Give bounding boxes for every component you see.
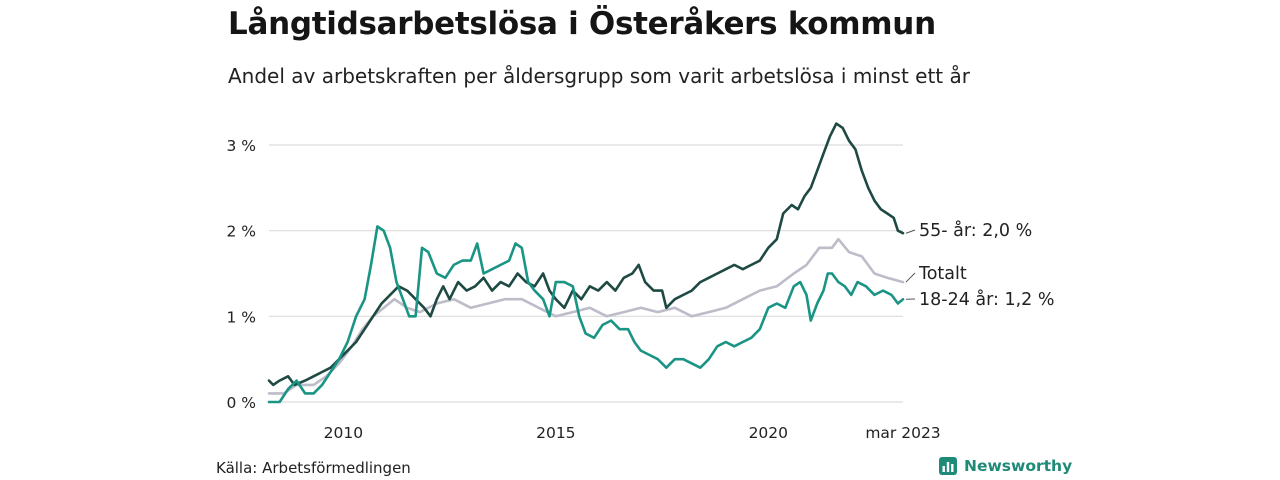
brand-name: Newsworthy — [964, 457, 1073, 475]
series-line-totalt — [267, 237, 905, 395]
chart-title: Långtidsarbetslösa i Österåkers kommun — [228, 6, 936, 42]
y-axis-ticks: 0 % 1 % 2 % 3 % — [226, 137, 256, 412]
y-tick-label: 3 % — [226, 137, 256, 155]
x-tick-label: 2015 — [536, 424, 575, 442]
brand-logo: Newsworthy — [938, 456, 1072, 476]
y-tick-label: 1 % — [226, 308, 256, 326]
end-label-55-r: 55- år: 2,0 % — [919, 220, 1032, 241]
x-axis-ticks: 2010 2015 2020 mar 2023 — [324, 424, 941, 442]
grid-lines — [269, 144, 903, 403]
newsworthy-logo-icon — [939, 457, 957, 475]
chart-subtitle: Andel av arbetskraften per åldersgrupp s… — [228, 64, 970, 88]
series-line-18-24-r — [267, 225, 905, 404]
series-lines — [267, 122, 905, 404]
y-tick-label: 2 % — [226, 223, 256, 241]
end-label-connector — [905, 272, 916, 283]
end-label-totalt: Totalt — [918, 264, 967, 284]
end-label-18-24-r: 18-24 år: 1,2 % — [919, 289, 1055, 310]
end-label-connector — [905, 229, 916, 234]
source-note: Källa: Arbetsförmedlingen — [216, 459, 411, 477]
end-labels: Totalt 55- år: 2,0 % 18-24 år: 1,2 % — [905, 220, 1055, 310]
series-line-55-r — [267, 122, 905, 387]
y-tick-label: 0 % — [226, 394, 256, 412]
x-tick-label: 2020 — [749, 424, 788, 442]
x-tick-label: mar 2023 — [865, 424, 940, 442]
x-tick-label: 2010 — [324, 424, 363, 442]
